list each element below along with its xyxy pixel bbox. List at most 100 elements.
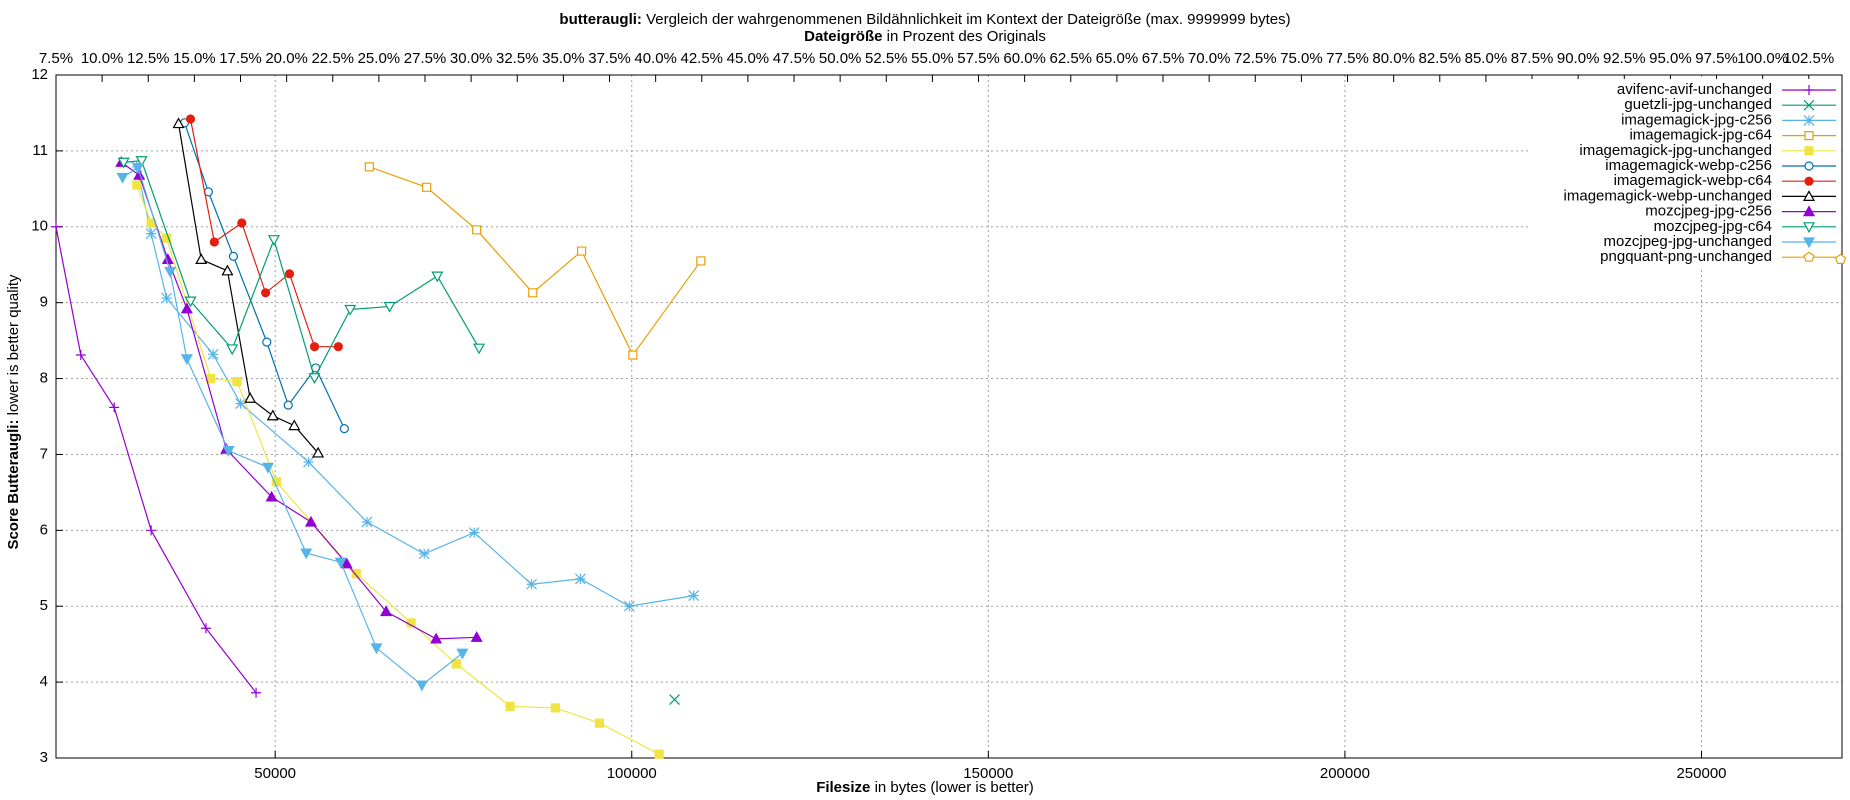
legend-marker [1804,176,1814,186]
legend-marker [1803,251,1815,262]
y-label-rest: lower is better quality [5,274,22,415]
x2-tick-label: 75.0% [1280,50,1323,67]
x2-tick-label: 92.5% [1603,50,1646,67]
x2-tick-label: 42.5% [680,50,723,67]
x-label: Filesize in bytes (lower is better) [816,779,1034,796]
x2-tick-label: 65.0% [1096,50,1139,67]
data-point [51,221,61,232]
data-point [185,114,196,124]
x2-tick-label: 62.5% [1049,50,1092,67]
y-tick-label: 11 [32,142,48,159]
x2-tick-label: 102.5% [1783,50,1834,67]
chart-title: butteraugli: Vergleich der wahrgenommene… [559,11,1290,28]
data-point [209,237,219,247]
data-point [550,703,560,713]
data-point [669,694,680,705]
data-point [422,182,432,192]
data-point [261,288,271,298]
legend-label: imagemagick-jpg-unchanged [1579,142,1772,159]
data-point [380,605,393,617]
x-label-rest: in bytes (lower is better) [875,779,1034,796]
data-point [470,631,483,642]
data-point [472,225,482,235]
data-point [221,264,234,276]
legend-label: pngquant-png-unchanged [1600,248,1772,265]
data-point [418,548,430,560]
y-tick-label: 12 [31,66,48,83]
y-tick-label: 5 [40,597,48,614]
series-line [123,160,480,380]
legend-label: avifenc-avif-unchanged [1617,81,1772,98]
data-point [430,632,443,644]
series-line [189,118,339,348]
data-point [577,246,587,256]
series-line [136,184,660,755]
data-point [526,578,537,590]
x2-tick-label: 50.0% [819,50,862,67]
data-point [244,392,257,403]
data-point [505,701,515,711]
data-point [146,218,156,228]
data-point [334,557,347,569]
data-point [235,398,246,410]
x2-tick-label: 25.0% [358,50,401,67]
x2-tick-label: 10.0% [81,50,124,67]
x2-tick-label: 97.5% [1695,50,1738,67]
x2-tick-label: 47.5% [773,50,816,67]
data-point [283,400,293,410]
data-point [623,600,635,612]
data-point [226,344,239,356]
x2-tick-label: 30.0% [450,50,493,67]
x2-tick-label: 20.0% [265,50,308,67]
x-tick-label: 100000 [607,765,657,782]
x2-tick-label: 17.5% [219,50,262,67]
x2-tick-label: 77.5% [1326,50,1369,67]
data-point [164,266,177,278]
x2-tick-label: 80.0% [1372,50,1415,67]
x2-tick-label: 90.0% [1557,50,1600,67]
legend-marker [1804,131,1814,141]
data-point [267,235,280,246]
x2-tick-label: 37.5% [588,50,631,67]
data-point [117,157,130,169]
legend-label: imagemagick-webp-c256 [1605,157,1772,174]
title-rest: Vergleich der wahrgenommenen Bildähnlich… [646,11,1291,28]
data-point [312,446,325,458]
series-line [136,166,694,607]
x2-tick-label: 85.0% [1465,50,1508,67]
data-point [206,373,216,384]
data-point [161,292,173,304]
x2-tick-label: 22.5% [311,50,354,67]
y-tick-label: 9 [40,294,48,311]
data-point [370,643,383,655]
data-point [75,350,86,361]
y-tick-label: 6 [40,521,48,538]
legend-marker [1803,114,1815,126]
data-point [265,490,278,502]
data-point [654,749,664,759]
data-point [688,590,700,602]
data-point [351,568,361,579]
data-point [415,680,428,692]
y-tick-label: 10 [31,218,48,235]
x2-tick-label: 32.5% [496,50,539,67]
series-line [177,123,319,454]
data-point [344,304,357,316]
x2-tick-label: 7.5% [39,50,73,67]
y-label-bold: Score Butteraugli: [5,420,22,550]
legend-label: imagemagick-webp-unchanged [1564,187,1772,204]
y-tick-label: 4 [40,673,48,690]
plot-border [55,74,1843,759]
data-point [232,376,242,387]
data-point [180,354,193,366]
x2-tick-label: 70.0% [1188,50,1231,67]
data-point [251,687,262,698]
data-point [203,187,214,197]
title-bold: butteraugli: [559,11,642,28]
x2-tick-label: 27.5% [404,50,447,67]
data-point [195,253,208,265]
data-point [222,446,235,457]
data-point [456,648,469,660]
legend-marker [1804,146,1814,156]
